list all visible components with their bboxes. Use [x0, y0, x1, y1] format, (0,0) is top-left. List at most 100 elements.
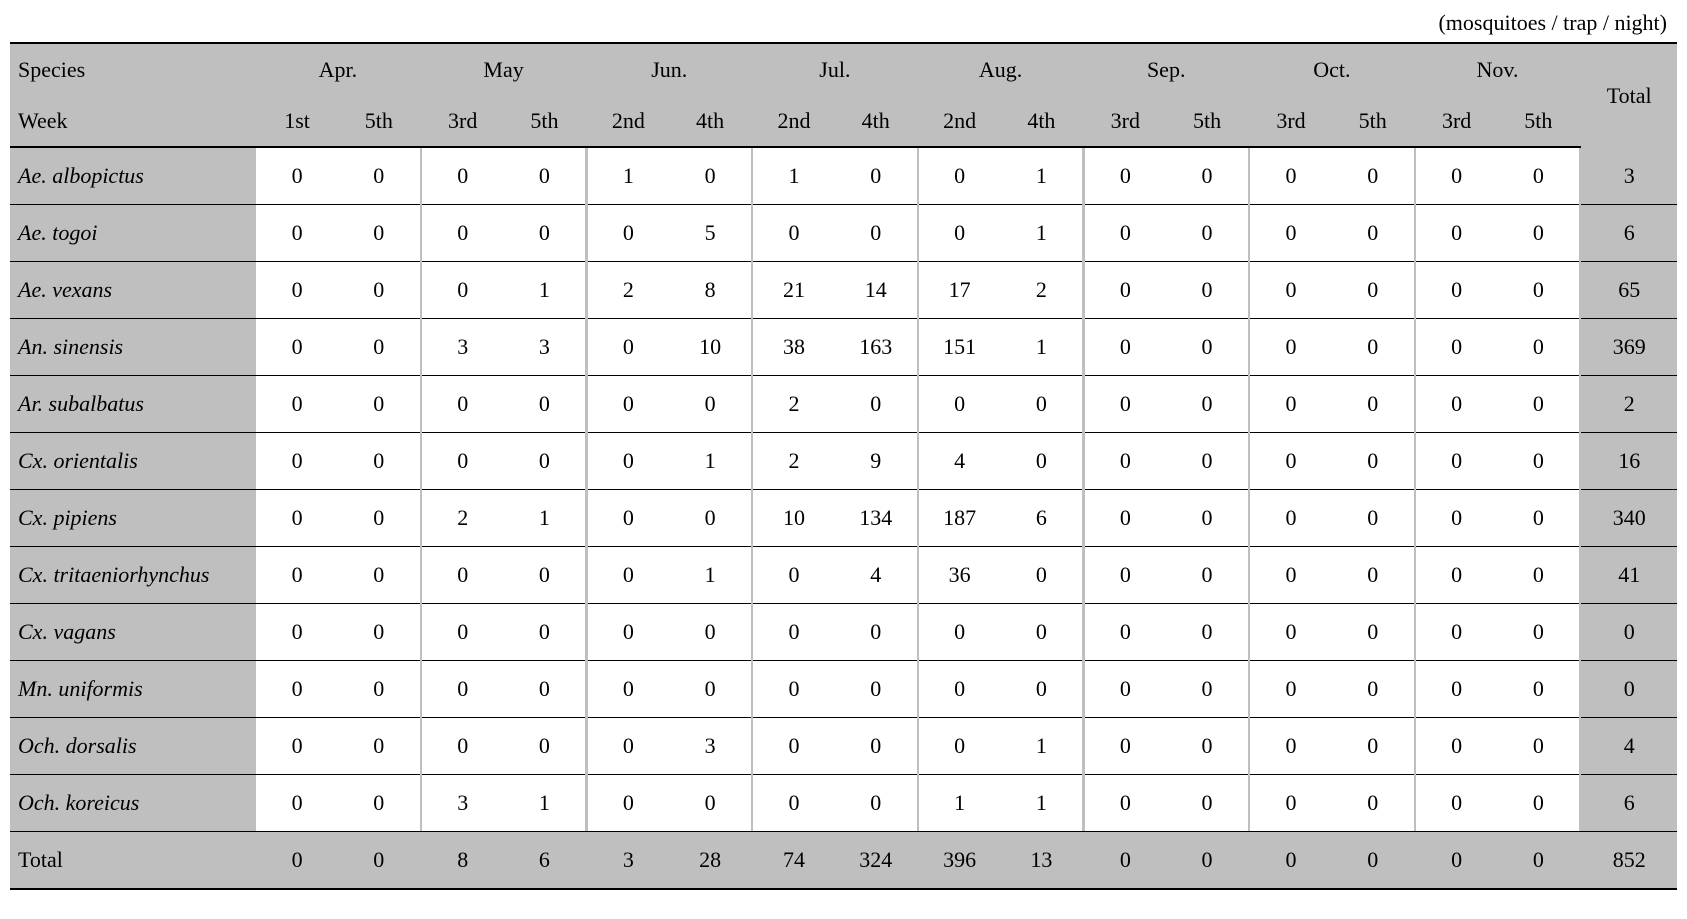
header-month: Apr.	[256, 43, 419, 95]
value-cell: 1	[1001, 775, 1083, 832]
total-value-cell: 13	[1001, 832, 1083, 890]
header-week-cell: 5th	[338, 95, 420, 147]
value-cell: 0	[1085, 775, 1167, 832]
row-total-cell: 3	[1581, 147, 1677, 205]
value-cell: 0	[1085, 205, 1167, 262]
value-cell: 0	[1085, 319, 1167, 376]
value-cell: 151	[919, 319, 1001, 376]
value-cell: 0	[1416, 604, 1498, 661]
value-cell: 0	[1250, 718, 1332, 775]
value-cell: 0	[1250, 147, 1332, 205]
value-cell: 2	[588, 262, 670, 319]
header-week-cell: 5th	[1166, 95, 1248, 147]
value-cell: 38	[753, 319, 835, 376]
value-cell: 0	[1498, 433, 1580, 490]
value-cell: 1	[504, 262, 586, 319]
value-cell: 8	[669, 262, 751, 319]
value-cell: 0	[1332, 490, 1414, 547]
header-month: Nov.	[1416, 43, 1579, 95]
value-cell: 0	[1416, 433, 1498, 490]
header-month: Sep.	[1085, 43, 1248, 95]
value-cell: 0	[1498, 376, 1580, 433]
value-cell: 0	[1332, 547, 1414, 604]
value-cell: 0	[588, 433, 670, 490]
table-caption: (mosquitoes / trap / night)	[10, 10, 1677, 42]
value-cell: 0	[669, 775, 751, 832]
header-month: Oct.	[1250, 43, 1413, 95]
species-cell: Och. koreicus	[10, 775, 256, 832]
header-month: Jun.	[588, 43, 751, 95]
total-value-cell: 0	[1250, 832, 1332, 890]
value-cell: 0	[504, 433, 586, 490]
value-cell: 0	[1085, 718, 1167, 775]
value-cell: 10	[669, 319, 751, 376]
species-cell: Och. dorsalis	[10, 718, 256, 775]
value-cell: 0	[1166, 433, 1248, 490]
value-cell: 0	[1250, 376, 1332, 433]
value-cell: 0	[256, 319, 338, 376]
header-species: Species	[10, 43, 256, 95]
value-cell: 0	[835, 376, 917, 433]
value-cell: 0	[919, 147, 1001, 205]
value-cell: 0	[504, 376, 586, 433]
value-cell: 0	[753, 661, 835, 718]
value-cell: 0	[1498, 205, 1580, 262]
total-label-cell: Total	[10, 832, 256, 890]
value-cell: 0	[588, 205, 670, 262]
value-cell: 3	[504, 319, 586, 376]
header-week-cell: 4th	[1001, 95, 1083, 147]
value-cell: 0	[669, 376, 751, 433]
value-cell: 1	[1001, 147, 1083, 205]
value-cell: 0	[1332, 661, 1414, 718]
table-row: Ae. albopictus00001010010000003	[10, 147, 1677, 205]
value-cell: 187	[919, 490, 1001, 547]
value-cell: 0	[338, 661, 420, 718]
value-cell: 0	[588, 490, 670, 547]
value-cell: 0	[1416, 547, 1498, 604]
value-cell: 0	[1166, 775, 1248, 832]
value-cell: 0	[504, 147, 586, 205]
value-cell: 0	[919, 718, 1001, 775]
species-cell: Mn. uniformis	[10, 661, 256, 718]
value-cell: 0	[1001, 604, 1083, 661]
total-value-cell: 28	[669, 832, 751, 890]
value-cell: 0	[256, 547, 338, 604]
value-cell: 0	[338, 376, 420, 433]
value-cell: 0	[1416, 262, 1498, 319]
value-cell: 0	[422, 604, 504, 661]
value-cell: 0	[1416, 661, 1498, 718]
table-row: Ar. subalbatus00000020000000002	[10, 376, 1677, 433]
value-cell: 0	[669, 147, 751, 205]
total-value-cell: 74	[753, 832, 835, 890]
row-total-cell: 0	[1581, 661, 1677, 718]
value-cell: 0	[256, 604, 338, 661]
value-cell: 0	[1250, 490, 1332, 547]
total-value-cell: 8	[422, 832, 504, 890]
value-cell: 0	[835, 775, 917, 832]
value-cell: 0	[1166, 319, 1248, 376]
value-cell: 0	[753, 547, 835, 604]
value-cell: 0	[919, 604, 1001, 661]
header-month: May	[422, 43, 585, 95]
value-cell: 0	[422, 661, 504, 718]
value-cell: 0	[835, 718, 917, 775]
value-cell: 0	[1332, 604, 1414, 661]
value-cell: 0	[1001, 376, 1083, 433]
value-cell: 0	[1416, 319, 1498, 376]
value-cell: 0	[1085, 376, 1167, 433]
value-cell: 0	[588, 547, 670, 604]
value-cell: 0	[422, 205, 504, 262]
table-row: Cx. vagans00000000000000000	[10, 604, 1677, 661]
value-cell: 0	[753, 718, 835, 775]
row-total-cell: 65	[1581, 262, 1677, 319]
species-cell: Ae. togoi	[10, 205, 256, 262]
table-row: Ae. togoi00000500010000006	[10, 205, 1677, 262]
total-value-cell: 396	[919, 832, 1001, 890]
value-cell: 1	[669, 547, 751, 604]
value-cell: 0	[588, 661, 670, 718]
value-cell: 0	[256, 205, 338, 262]
species-cell: Cx. pipiens	[10, 490, 256, 547]
value-cell: 0	[1166, 376, 1248, 433]
value-cell: 0	[1166, 262, 1248, 319]
header-week-cell: 5th	[504, 95, 586, 147]
